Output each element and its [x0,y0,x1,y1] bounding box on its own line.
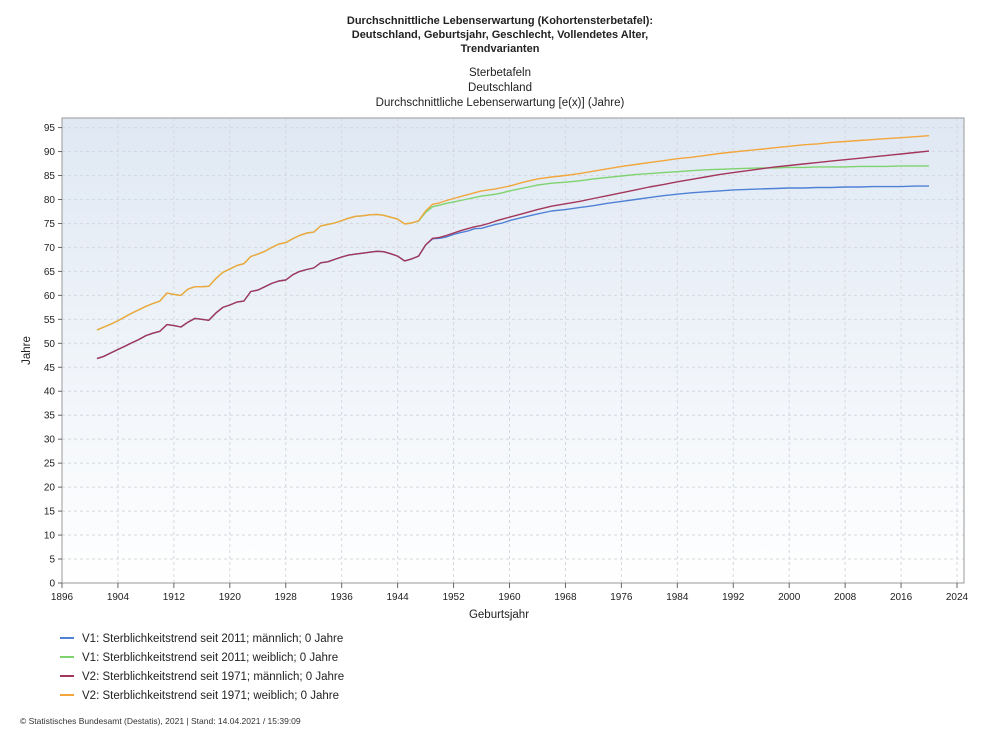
x-tick-label: 1920 [219,592,242,603]
series-line-4 [96,135,930,331]
chart-title-line-2: Deutschland, Geburtsjahr, Geschlecht, Vo… [351,29,649,41]
x-tick-label: 2016 [890,592,913,603]
chart-subtitle: Sterbetafeln Deutschland Durchschnittlic… [0,66,1000,111]
series-lines [96,135,930,360]
x-tick-label: 1976 [610,592,633,603]
legend: V1: Sterblichkeitstrend seit 2011; männl… [60,630,344,706]
chart-title: Durchschnittliche Lebenserwartung (Kohor… [0,14,1000,56]
y-tick-label: 45 [44,363,56,374]
plot-area [62,118,964,583]
legend-swatch [60,674,74,677]
y-tick-label: 60 [44,291,56,302]
chart-subtitle-line-3: Durchschnittliche Lebenserwartung [e(x)]… [375,97,625,109]
legend-swatch [60,693,74,696]
y-tick-label: 80 [44,195,56,206]
chart-title-line-1: Durchschnittliche Lebenserwartung (Kohor… [346,15,654,27]
chart-subtitle-line-2: Deutschland [468,82,532,94]
y-tick-label: 65 [44,267,56,278]
y-tick-label: 75 [44,219,56,230]
x-axis: 1896 1904 1912 1920 1928 1936 1944 1952 1960 1968… [51,583,969,603]
y-tick-label: 95 [44,123,56,134]
y-axis-title: Jahre [21,336,33,365]
y-tick-label: 40 [44,387,56,398]
plot-border [61,117,965,584]
x-tick-label: 1936 [331,592,354,603]
y-tick-label: 30 [44,435,56,446]
x-tick-label: 1896 [51,592,74,603]
x-tick-label: 1992 [722,592,745,603]
y-tick-label: 85 [44,171,56,182]
series-line-3 [96,150,930,360]
y-tick-label: 0 [49,579,55,590]
x-tick-label: 2008 [834,592,857,603]
legend-item-v1-weiblich[interactable]: V1: Sterblichkeitstrend seit 2011; weibl… [60,649,344,668]
x-tick-label: 1968 [554,592,577,603]
x-tick-label: 1928 [275,592,298,603]
legend-item-v2-weiblich[interactable]: V2: Sterblichkeitstrend seit 1971; weibl… [60,687,344,706]
x-axis-title: Geburtsjahr [469,609,529,621]
x-tick-label: 2024 [946,592,969,603]
y-tick-label: 25 [44,459,56,470]
x-tick-label: 1904 [107,592,130,603]
y-axis: 0 5 10 15 20 25 30 35 40 45 50 55 60 65 70 75 80 85 90 95 [44,123,62,590]
chart-subtitle-line-1: Sterbetafeln [468,67,531,79]
legend-label: V2: Sterblichkeitstrend seit 1971; männl… [82,671,345,683]
y-tick-label: 90 [44,147,56,158]
x-tick-label: 1984 [666,592,689,603]
legend-label: V1: Sterblichkeitstrend seit 2011; männl… [82,633,344,645]
legend-label: V1: Sterblichkeitstrend seit 2011; weibl… [82,652,339,664]
x-tick-label: 1952 [442,592,465,603]
y-tick-label: 5 [49,555,55,566]
y-tick-label: 20 [44,483,56,494]
x-tick-label: 1960 [498,592,521,603]
legend-item-v1-maennlich[interactable]: V1: Sterblichkeitstrend seit 2011; männl… [60,630,344,649]
y-tick-label: 15 [44,507,56,518]
copyright-footer: © Statistisches Bundesamt (Destatis), 20… [20,716,301,726]
legend-swatch [60,655,74,658]
y-tick-label: 55 [44,315,56,326]
y-tick-label: 10 [44,531,56,542]
x-tick-label: 2000 [778,592,801,603]
chart-title-line-3: Trendvarianten [460,43,540,55]
x-tick-label: 1944 [387,592,410,603]
y-tick-label: 35 [44,411,56,422]
x-tick-label: 1912 [163,592,186,603]
y-tick-label: 70 [44,243,56,254]
legend-item-v2-maennlich[interactable]: V2: Sterblichkeitstrend seit 1971; männl… [60,668,344,687]
legend-swatch [60,636,74,639]
y-tick-label: 50 [44,339,56,350]
legend-label: V2: Sterblichkeitstrend seit 1971; weibl… [82,690,339,702]
